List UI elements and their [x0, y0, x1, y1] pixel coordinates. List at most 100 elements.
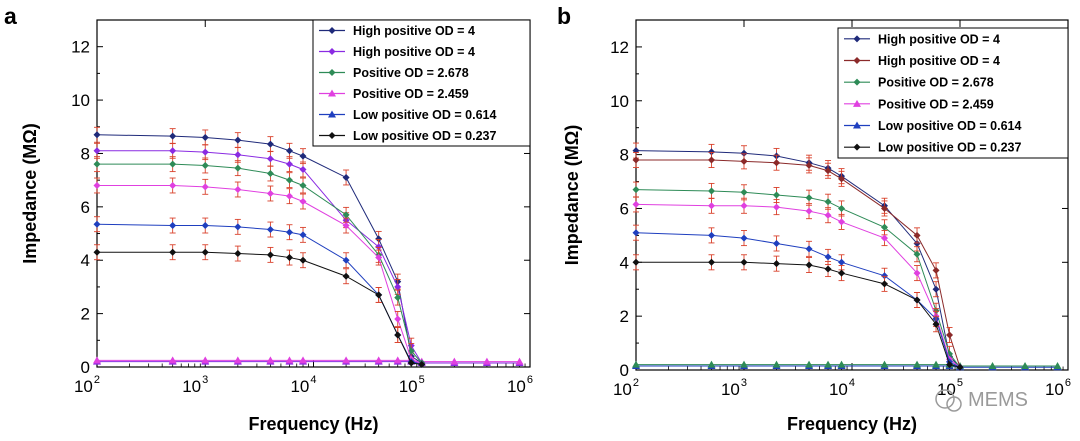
- chart-a-data-point: [169, 160, 177, 168]
- chart-a-data-point: [234, 223, 242, 231]
- chart-a-data-point: [375, 243, 383, 251]
- chart-b-series-line-3: [635, 203, 961, 368]
- chart-b-data-point: [881, 234, 889, 242]
- chart-b-data-point: [824, 253, 832, 261]
- chart-b-data-point: [740, 149, 748, 157]
- chart-b-x-tick-exponent: 4: [849, 377, 855, 389]
- chart-a-baseline-point: [201, 356, 210, 364]
- chart-a-baseline-point: [393, 356, 402, 364]
- chart-a-data-point: [394, 331, 402, 339]
- chart-b-baseline-point: [880, 360, 889, 368]
- chart-a-legend-marker: [328, 110, 336, 118]
- chart-a-legend-entry: Positive OD = 2.678: [353, 66, 469, 80]
- chart-b-data-point: [805, 261, 813, 269]
- chart-a-data-point: [201, 161, 209, 169]
- chart-b-legend-marker: [853, 121, 861, 129]
- chart-b-legend-marker: [853, 78, 861, 86]
- chart-a-data-point: [299, 198, 307, 206]
- chart-b-x-axis-title: Frequency (Hz): [787, 414, 917, 434]
- chart-b-data-point: [740, 258, 748, 266]
- chart-a-data-point: [299, 165, 307, 173]
- chart-b-data-point: [913, 296, 921, 304]
- chart-b-legend-entry: Low positive OD = 0.237: [878, 141, 1021, 155]
- chart-a-data-point: [93, 181, 101, 189]
- chart-a-y-tick-label: 2: [81, 305, 90, 324]
- chart-b-x-tick-exponent: 2: [633, 377, 639, 389]
- chart-b-data-point: [740, 188, 748, 196]
- chart-a-baseline-point: [233, 356, 242, 364]
- chart-b-x-tick-exponent: 5: [957, 377, 963, 389]
- chart-a-x-tick-exponent: 3: [202, 374, 208, 386]
- chart-b-data-point: [881, 223, 889, 231]
- chart-a-baseline-point: [515, 357, 524, 365]
- chart-b-data-point: [773, 239, 781, 247]
- chart-b-x-tick-exponent: 3: [741, 377, 747, 389]
- chart-b-legend-marker: [853, 99, 861, 107]
- chart-a-x-axis-title: Frequency (Hz): [248, 414, 378, 434]
- chart-a-legend-marker: [328, 48, 336, 55]
- chart-b-data-point: [838, 218, 846, 226]
- panel-letter-b: b: [557, 3, 571, 29]
- chart-a-data-point: [266, 140, 274, 148]
- chart-a-x-tick-label: 103: [182, 374, 208, 396]
- chart-a-legend-marker: [328, 132, 336, 139]
- chart-a-baseline-point: [168, 356, 177, 364]
- chart-b-data-point: [838, 175, 846, 183]
- chart-b-baseline-point: [1053, 361, 1062, 369]
- chart-b-baseline-point: [1021, 361, 1030, 369]
- chart-b-baseline-point: [913, 360, 922, 368]
- chart-b-x-tick-label: 106: [1045, 377, 1071, 399]
- chart-a-data-point: [418, 360, 426, 368]
- chart-b-data-point: [913, 269, 921, 277]
- chart-b-legend-entry: High positive OD = 4: [878, 54, 1000, 68]
- chart-a-y-axis-title: Impedance (MΩ): [20, 123, 40, 263]
- chart-b-y-tick-label: 8: [620, 146, 629, 165]
- chart-a-data-point: [375, 254, 383, 262]
- chart-b-data-point: [632, 186, 640, 194]
- chart-a-data-point: [394, 294, 402, 302]
- chart-b-legend-entry: Low positive OD = 0.614: [878, 119, 1021, 133]
- chart-b-data-point: [956, 363, 964, 371]
- chart-b-legend-box: [837, 27, 1069, 159]
- chart-a-legend-box: [312, 19, 531, 147]
- chart-a-data-point: [201, 222, 209, 230]
- chart-a-data-point: [266, 251, 274, 259]
- chart-a-data-point: [201, 148, 209, 156]
- watermark: MEMS: [935, 389, 1028, 412]
- chart-a-data-point: [234, 185, 242, 193]
- chart-b-legend-marker: [853, 35, 861, 43]
- chart-a-x-tick-exponent: 5: [419, 374, 425, 386]
- chart-b-data-point: [632, 258, 640, 266]
- chart-b-data-point: [740, 202, 748, 210]
- chart-a-data-point: [266, 190, 274, 197]
- chart-b-data-point: [632, 229, 640, 237]
- chart-a-data-point: [342, 173, 350, 181]
- chart-b-x-tick-label: 103: [721, 377, 747, 399]
- chart-b-data-point: [838, 269, 846, 277]
- chart-a-y-tick-label: 8: [81, 144, 90, 163]
- chart-a-x-tick-label: 102: [74, 374, 100, 396]
- chart-a-series-line-0: [96, 134, 423, 364]
- chart-a-baseline-point: [266, 356, 275, 364]
- chart-a-data-point: [266, 226, 274, 234]
- chart-b-series-line-0: [635, 150, 961, 368]
- chart-b-data-point: [913, 250, 921, 258]
- chart-b-baseline-point: [707, 360, 716, 368]
- chart-a-data-point: [299, 152, 307, 160]
- chart-b-data-point: [805, 245, 813, 253]
- chart-b-data-point: [707, 148, 715, 156]
- chart-b-data-point: [707, 231, 715, 239]
- chart-a-y-tick-label: 0: [81, 358, 90, 377]
- chart-b-baseline-point: [824, 360, 833, 368]
- chart-b-data-point: [913, 239, 921, 247]
- chart-a-legend-marker: [328, 27, 336, 34]
- chart-b-x-tick-label: 102: [613, 377, 639, 399]
- chart-b-y-axis-title: Impedance (MΩ): [562, 125, 582, 265]
- chart-b-data-point: [707, 202, 715, 210]
- panel-letter-a: a: [4, 3, 17, 29]
- chart-b-data-point: [932, 285, 940, 293]
- chart-a-baseline-point: [342, 356, 351, 364]
- chart-a-data-point: [169, 248, 177, 256]
- chart-b-data-point: [946, 361, 954, 369]
- chart-a-data-point: [266, 169, 274, 177]
